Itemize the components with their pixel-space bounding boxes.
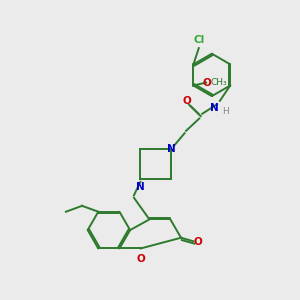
Text: N: N (136, 182, 145, 192)
Text: O: O (136, 254, 145, 264)
Text: O: O (183, 96, 192, 106)
Text: CH₃: CH₃ (211, 78, 227, 87)
Text: O: O (203, 78, 212, 88)
Text: H: H (222, 107, 229, 116)
Text: N: N (167, 143, 176, 154)
Text: N: N (210, 103, 219, 112)
Text: Cl: Cl (193, 34, 204, 45)
Text: O: O (193, 238, 202, 248)
